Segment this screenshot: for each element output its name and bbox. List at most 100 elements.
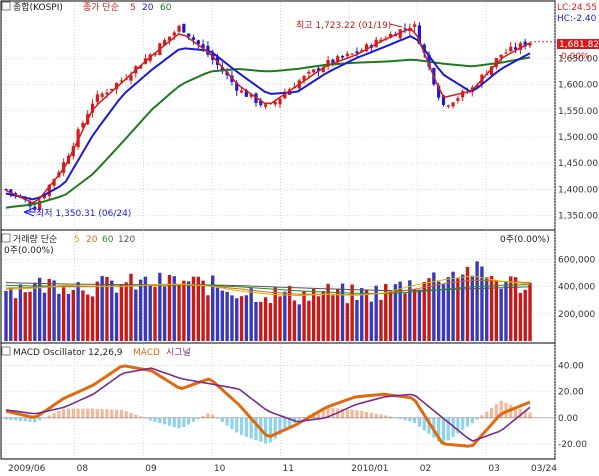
- volume-bar: [215, 287, 220, 341]
- volume-bar: [398, 281, 402, 341]
- oscillator-bar: [163, 417, 167, 425]
- oscillator-bar: [355, 410, 359, 419]
- candle-body: [355, 51, 359, 54]
- oscillator-bar: [129, 412, 133, 419]
- hc-label: HC:-2.40: [557, 14, 597, 24]
- volume-bar: [388, 289, 393, 341]
- candle-body: [14, 193, 18, 195]
- oscillator-bar: [518, 408, 522, 419]
- candle-body: [403, 28, 407, 30]
- volume-bar: [369, 301, 374, 341]
- candle-body: [413, 24, 417, 27]
- volume-bar: [321, 291, 325, 341]
- y-axis-labels: 1,650.00 1,600.00 1,550.00 1,500.00 1,450.00…: [558, 54, 598, 449]
- volume-bar: [340, 283, 345, 341]
- volume-ma20-line: [5, 279, 531, 296]
- volume-bar: [186, 281, 191, 341]
- volume-y-tick: 400,000: [558, 283, 595, 293]
- candle-body: [38, 200, 42, 210]
- oscillator-bar: [456, 417, 460, 434]
- candle-body: [461, 91, 465, 98]
- candle-body: [302, 75, 306, 81]
- oscillator-bar: [249, 417, 253, 439]
- candle-body: [196, 40, 200, 45]
- oscillator-bar: [110, 409, 114, 419]
- price-legend: 종합(KOSPI) 종가 단순 5 20 60: [1, 1, 172, 13]
- low-annotation: 최저 1,350.31 (06/24): [36, 208, 131, 219]
- volume-bar: [86, 294, 90, 341]
- candle-body: [172, 32, 176, 36]
- candle-body: [523, 41, 527, 47]
- volume-bar: [292, 300, 297, 341]
- candle-body: [263, 104, 268, 107]
- oscillator-bar: [220, 417, 224, 423]
- volume-bar: [485, 277, 489, 341]
- candle-body: [163, 40, 167, 46]
- candle-body: [114, 83, 119, 90]
- volume-bar: [158, 272, 162, 341]
- candle-body: [81, 122, 85, 128]
- candle-body: [235, 82, 239, 91]
- x-axis-labels: 2009/06 08 09 10 11 2010/01 02 03 03/24: [8, 464, 557, 474]
- legend-checkbox-icon[interactable]: [1, 233, 11, 243]
- volume-bar: [196, 276, 200, 341]
- candle-body: [360, 50, 364, 52]
- oscillator-bar: [196, 417, 200, 420]
- candle-body: [182, 23, 186, 33]
- candle-body: [153, 53, 157, 56]
- volume-left-value: 0주(0.00%): [4, 245, 54, 256]
- oscillator-bar: [244, 417, 248, 437]
- volume-bar: [172, 276, 176, 341]
- candle-body: [167, 36, 172, 41]
- candle-body: [316, 68, 321, 72]
- candle-body: [105, 92, 109, 95]
- volume-bar: [287, 285, 292, 341]
- oscillator-bar: [124, 411, 128, 419]
- volume-bar: [47, 278, 51, 341]
- volume-bar: [460, 274, 465, 341]
- last-price: 1,681.82: [559, 40, 599, 50]
- volume-bar: [427, 278, 431, 341]
- oscillator-bar: [177, 417, 181, 429]
- price-y-tick: 1,400.00: [558, 185, 598, 195]
- x-axis-tick: 02: [420, 464, 431, 474]
- volume-bar: [259, 301, 263, 341]
- volume-bar: [114, 292, 119, 341]
- volume-bar: [311, 288, 316, 341]
- volume-legend-ma120: 120: [118, 235, 135, 245]
- oscillator-bar: [206, 413, 210, 419]
- ma20-line: [5, 35, 531, 201]
- x-axis-tick: 09: [145, 464, 157, 474]
- price-legend-ma20: 20: [142, 3, 154, 13]
- oscillator-bar: [461, 417, 465, 431]
- oscillator-bar: [509, 404, 513, 419]
- oscillator-bar: [331, 407, 335, 419]
- legend-checkbox-icon[interactable]: [1, 1, 11, 11]
- candle-body: [177, 25, 181, 32]
- volume-bar: [220, 290, 225, 341]
- oscillator-bar: [499, 400, 503, 419]
- volume-bar: [499, 288, 503, 341]
- oscillator-bar: [384, 415, 388, 419]
- oscillator-bar: [263, 417, 268, 444]
- volume-bar: [436, 281, 441, 341]
- oscillator-bar: [321, 408, 325, 419]
- oscillator-bar: [427, 417, 431, 435]
- price-y-tick: 1,350.00: [558, 212, 598, 222]
- candle-body: [528, 42, 532, 46]
- oscillator-bar: [158, 417, 162, 424]
- candle-body: [244, 90, 248, 97]
- oscillator-bar: [283, 417, 287, 431]
- legend-checkbox-icon[interactable]: [1, 346, 11, 356]
- candle-body: [259, 100, 263, 106]
- volume-bar: [475, 261, 479, 341]
- oscillator-bar: [90, 408, 95, 419]
- volume-bar: [408, 280, 412, 341]
- candle-body: [4, 189, 8, 191]
- candle-body: [326, 59, 330, 67]
- volume-bar: [244, 295, 249, 341]
- oscillator-bar: [143, 417, 148, 419]
- low-annotation-arrow: [23, 207, 36, 217]
- price-y-tick: 1,650.00: [558, 54, 598, 64]
